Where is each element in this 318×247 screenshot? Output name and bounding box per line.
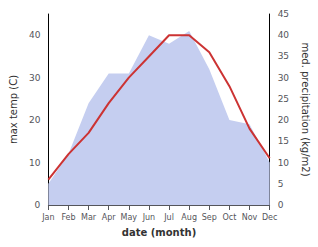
svg-text:Nov: Nov bbox=[242, 213, 258, 222]
svg-text:Jan: Jan bbox=[41, 213, 54, 222]
svg-text:Dec: Dec bbox=[262, 213, 277, 222]
svg-text:15: 15 bbox=[278, 136, 289, 146]
svg-text:25: 25 bbox=[278, 94, 289, 104]
svg-text:max temp (C): max temp (C) bbox=[8, 75, 19, 144]
svg-text:0: 0 bbox=[278, 200, 284, 210]
svg-text:30: 30 bbox=[278, 73, 290, 83]
svg-text:35: 35 bbox=[278, 51, 289, 61]
svg-text:40: 40 bbox=[29, 30, 41, 40]
svg-text:Aug: Aug bbox=[181, 213, 197, 222]
svg-text:Apr: Apr bbox=[102, 213, 117, 222]
svg-text:Sep: Sep bbox=[202, 213, 217, 222]
svg-text:20: 20 bbox=[29, 115, 41, 125]
svg-text:0: 0 bbox=[35, 200, 41, 210]
svg-text:May: May bbox=[121, 213, 138, 222]
svg-text:Mar: Mar bbox=[81, 213, 97, 222]
svg-text:Jul: Jul bbox=[163, 213, 174, 222]
svg-text:Feb: Feb bbox=[61, 213, 75, 222]
svg-text:Jun: Jun bbox=[142, 213, 156, 222]
svg-text:40: 40 bbox=[278, 30, 290, 40]
svg-text:10: 10 bbox=[29, 158, 41, 168]
svg-text:30: 30 bbox=[29, 73, 41, 83]
svg-text:45: 45 bbox=[278, 9, 289, 19]
svg-text:10: 10 bbox=[278, 158, 290, 168]
svg-text:Oct: Oct bbox=[222, 213, 236, 222]
svg-text:date (month): date (month) bbox=[122, 227, 196, 238]
svg-text:5: 5 bbox=[278, 179, 284, 189]
svg-text:20: 20 bbox=[278, 115, 290, 125]
svg-text:med. precipitation (kg/m2): med. precipitation (kg/m2) bbox=[300, 42, 311, 176]
